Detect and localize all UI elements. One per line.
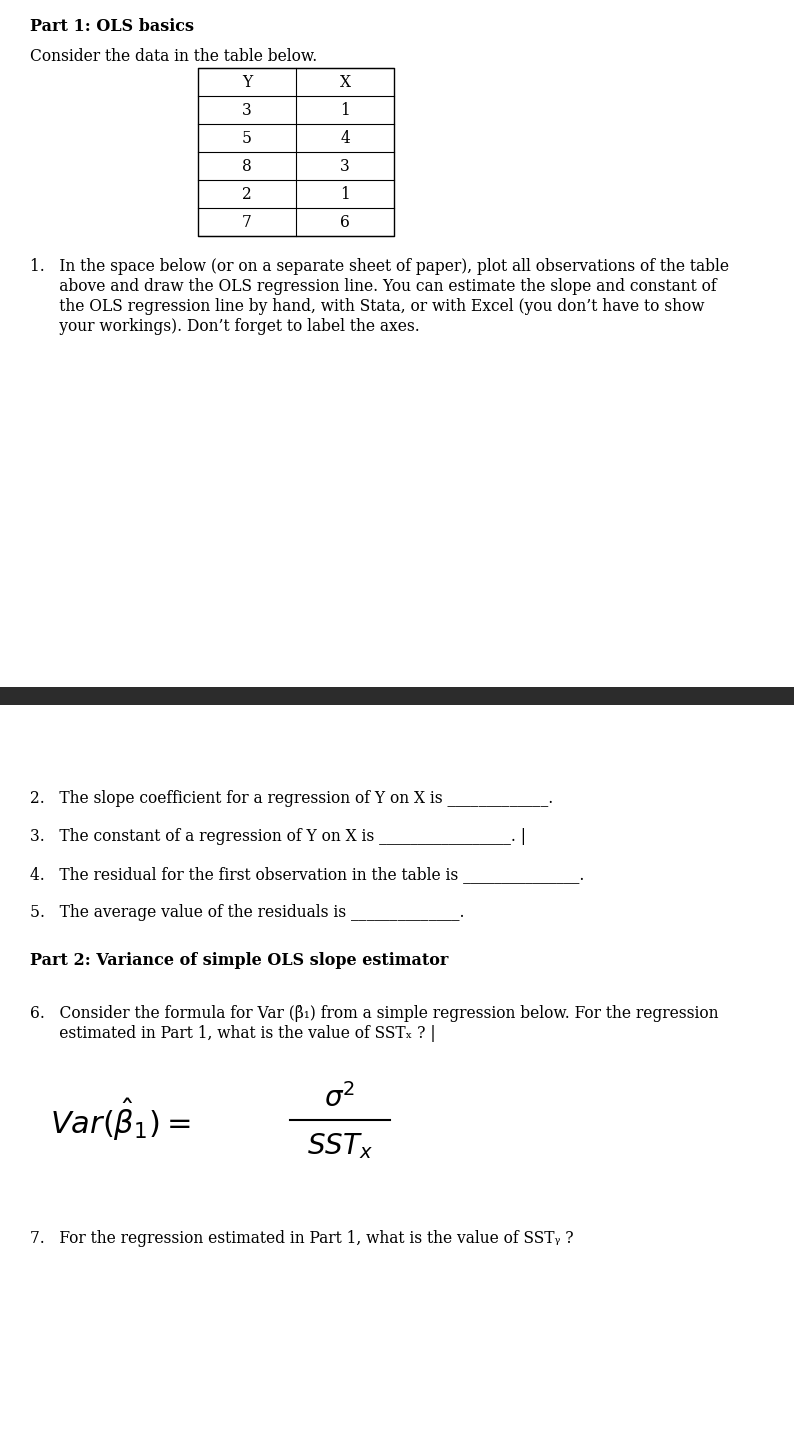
Text: your workings). Don’t forget to label the axes.: your workings). Don’t forget to label th… [30, 318, 420, 335]
Bar [0, 687, 794, 705]
Text: X: X [340, 74, 350, 90]
Text: 1: 1 [340, 186, 350, 203]
Text: above and draw the OLS regression line. You can estimate the slope and constant : above and draw the OLS regression line. … [30, 278, 717, 294]
Text: the OLS regression line by hand, with Stata, or with Excel (you don’t have to sh: the OLS regression line by hand, with St… [30, 299, 704, 315]
Text: 4.   The residual for the first observation in the table is _______________.: 4. The residual for the first observatio… [30, 866, 584, 883]
Text: $\mathit{SST}_x$: $\mathit{SST}_x$ [307, 1131, 373, 1161]
Text: $\mathit{Var}(\hat{\beta}_1) =$: $\mathit{Var}(\hat{\beta}_1) =$ [50, 1096, 191, 1143]
Bar [198, 68, 394, 236]
Text: Part 2: Variance of simple OLS slope estimator: Part 2: Variance of simple OLS slope est… [30, 953, 449, 969]
Text: Part 1: OLS basics: Part 1: OLS basics [30, 17, 195, 35]
Text: 5: 5 [242, 129, 252, 146]
Text: 6.   Consider the formula for Var (β̂₁) from a simple regression below. For the : 6. Consider the formula for Var (β̂₁) fr… [30, 1005, 719, 1022]
Text: 8: 8 [242, 158, 252, 174]
Text: 7: 7 [242, 213, 252, 231]
Text: $\sigma^2$: $\sigma^2$ [325, 1083, 356, 1114]
Text: 7.   For the regression estimated in Part 1, what is the value of SSTᵧ ?: 7. For the regression estimated in Part … [30, 1230, 574, 1247]
Text: 3.   The constant of a regression of Y on X is _________________. |: 3. The constant of a regression of Y on … [30, 828, 526, 845]
Text: Y: Y [242, 74, 252, 90]
Text: Consider the data in the table below.: Consider the data in the table below. [30, 48, 318, 65]
Text: 2: 2 [242, 186, 252, 203]
Text: 3: 3 [340, 158, 350, 174]
Text: 3: 3 [242, 102, 252, 119]
Text: estimated in Part 1, what is the value of SSTₓ ? |: estimated in Part 1, what is the value o… [30, 1025, 436, 1043]
Text: 6: 6 [340, 213, 350, 231]
Text: 1: 1 [340, 102, 350, 119]
Text: 4: 4 [340, 129, 350, 146]
Text: 1.   In the space below (or on a separate sheet of paper), plot all observations: 1. In the space below (or on a separate … [30, 258, 729, 276]
Text: 5.   The average value of the residuals is ______________.: 5. The average value of the residuals is… [30, 903, 464, 921]
Text: 2.   The slope coefficient for a regression of Y on X is _____________.: 2. The slope coefficient for a regressio… [30, 790, 553, 808]
